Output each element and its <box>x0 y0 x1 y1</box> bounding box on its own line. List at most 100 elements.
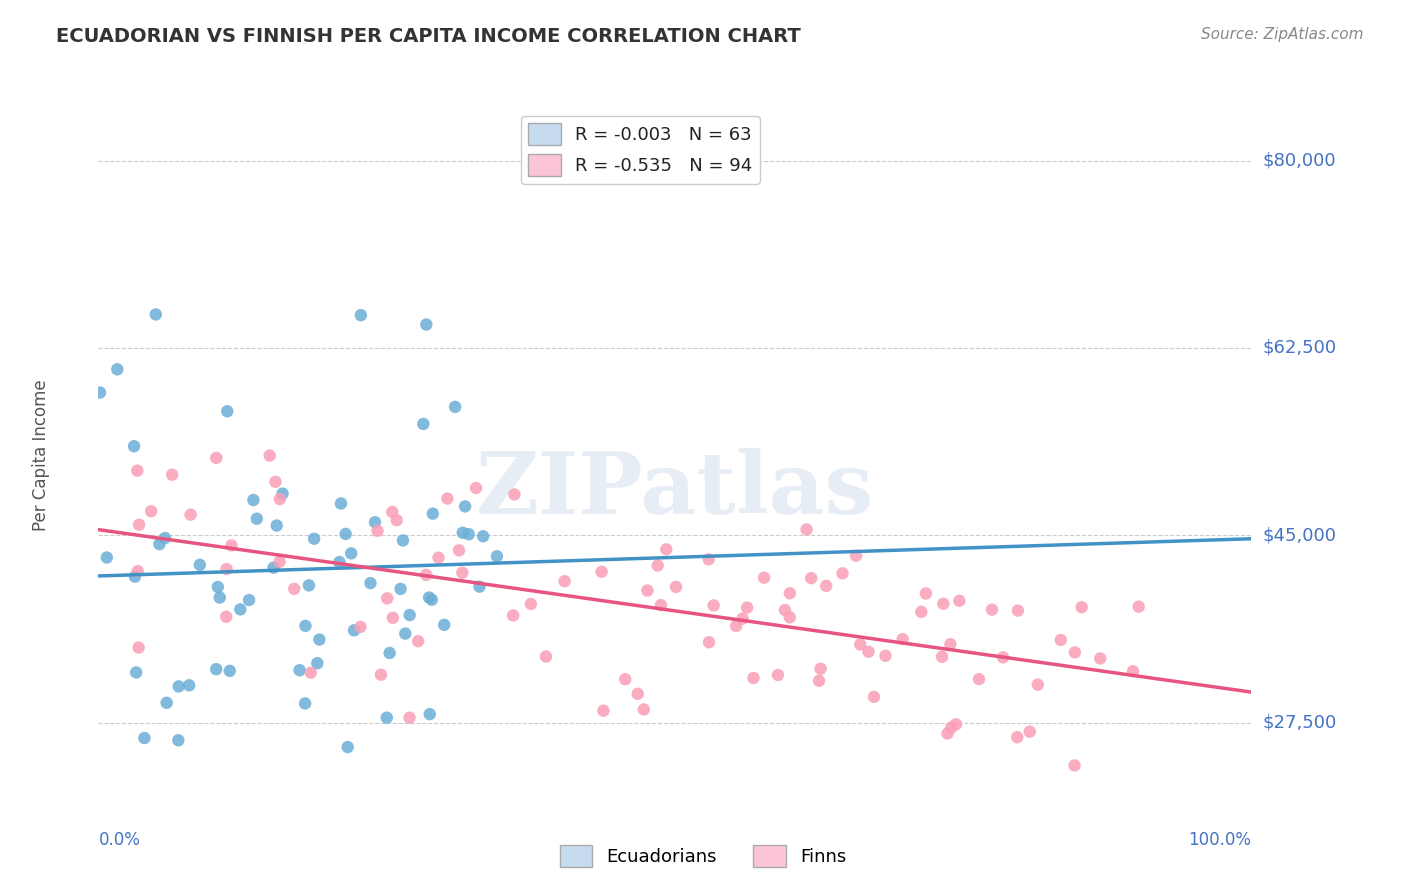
Point <box>451 566 474 580</box>
Point <box>433 617 456 632</box>
Point <box>364 515 387 529</box>
Text: 100.0%: 100.0% <box>1188 830 1251 848</box>
Point <box>238 593 260 607</box>
Point <box>381 505 404 519</box>
Point <box>134 731 156 745</box>
Point <box>205 662 228 676</box>
Point <box>427 550 450 565</box>
Point <box>269 555 291 569</box>
Point <box>127 464 149 478</box>
Point <box>160 467 183 482</box>
Point <box>1064 645 1087 659</box>
Point <box>773 603 796 617</box>
Point <box>936 726 959 740</box>
Point <box>420 592 443 607</box>
Point <box>465 481 488 495</box>
Point <box>436 491 458 506</box>
Point <box>145 307 167 321</box>
Point <box>349 620 371 634</box>
Point <box>148 537 170 551</box>
Point <box>207 580 229 594</box>
Point <box>328 555 350 569</box>
Point <box>831 566 853 581</box>
Point <box>336 740 359 755</box>
Point <box>307 656 329 670</box>
Point <box>370 667 392 681</box>
Point <box>1049 632 1071 647</box>
Point <box>858 645 880 659</box>
Point <box>863 690 886 704</box>
Point <box>815 579 838 593</box>
Point <box>468 580 491 594</box>
Point <box>627 687 650 701</box>
Point <box>800 571 823 585</box>
Point <box>1090 651 1112 665</box>
Point <box>263 560 285 574</box>
Point <box>939 637 962 651</box>
Point <box>298 578 321 592</box>
Point <box>845 549 868 563</box>
Point <box>1128 599 1150 614</box>
Point <box>167 733 190 747</box>
Point <box>534 649 557 664</box>
Point <box>124 570 146 584</box>
Point <box>592 704 614 718</box>
Point <box>394 626 416 640</box>
Point <box>1007 604 1029 618</box>
Point <box>731 612 754 626</box>
Point <box>849 637 872 651</box>
Point <box>294 619 316 633</box>
Point <box>796 523 818 537</box>
Point <box>229 602 252 616</box>
Point <box>308 632 330 647</box>
Point <box>208 591 231 605</box>
Point <box>742 671 765 685</box>
Point <box>128 517 150 532</box>
Point <box>359 576 381 591</box>
Point <box>697 635 720 649</box>
Point <box>422 507 444 521</box>
Point <box>299 665 322 680</box>
Point <box>766 668 789 682</box>
Point <box>375 711 398 725</box>
Point <box>89 385 111 400</box>
Point <box>1063 758 1085 772</box>
Point <box>808 673 831 688</box>
Point <box>415 318 437 332</box>
Point <box>1070 600 1092 615</box>
Point <box>412 417 434 431</box>
Point <box>156 696 179 710</box>
Point <box>655 542 678 557</box>
Point <box>1005 730 1028 744</box>
Point <box>444 400 467 414</box>
Point <box>447 543 470 558</box>
Point <box>271 486 294 500</box>
Point <box>967 672 990 686</box>
Point <box>810 662 832 676</box>
Point <box>217 404 239 418</box>
Point <box>454 500 477 514</box>
Point <box>167 680 190 694</box>
Point <box>932 597 955 611</box>
Point <box>1018 724 1040 739</box>
Text: $62,500: $62,500 <box>1263 339 1337 357</box>
Point <box>392 533 415 548</box>
Point <box>389 582 412 596</box>
Point <box>891 632 914 646</box>
Point <box>725 619 748 633</box>
Point <box>502 608 524 623</box>
Point <box>697 552 720 566</box>
Point <box>398 711 420 725</box>
Point <box>419 707 441 722</box>
Point <box>205 450 228 465</box>
Point <box>703 599 725 613</box>
Legend: Ecuadorians, Finns: Ecuadorians, Finns <box>553 838 853 874</box>
Point <box>215 609 238 624</box>
Point <box>350 308 373 322</box>
Point <box>385 513 408 527</box>
Text: ECUADORIAN VS FINNISH PER CAPITA INCOME CORRELATION CHART: ECUADORIAN VS FINNISH PER CAPITA INCOME … <box>56 27 801 45</box>
Point <box>779 586 801 600</box>
Point <box>294 697 316 711</box>
Point <box>915 586 938 600</box>
Point <box>614 672 637 686</box>
